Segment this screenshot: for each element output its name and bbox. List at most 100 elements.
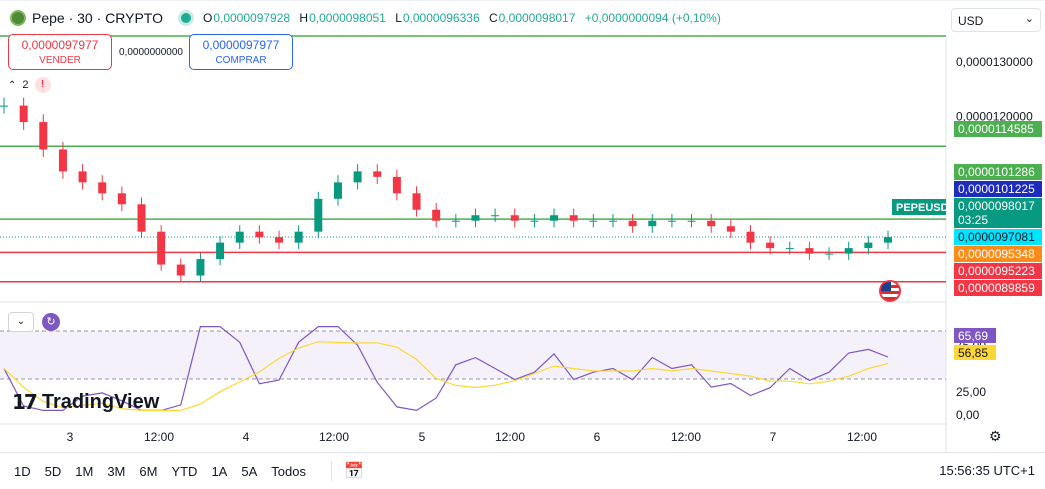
candle-body (58, 149, 67, 172)
sell-button[interactable]: 0,0000097977 VENDER (8, 34, 112, 70)
candle-body (491, 215, 500, 217)
high-value: 0,0000098051 (309, 11, 386, 25)
open-key: O (202, 11, 213, 25)
price-tag-label: 0,0000114585 (958, 122, 1034, 136)
time-tick-label: 12:00 (495, 430, 525, 444)
candle-body (530, 220, 539, 222)
timeframe-5a[interactable]: 5A (241, 463, 258, 479)
candle-body (157, 231, 166, 265)
timeframe-all[interactable]: Todos (271, 463, 306, 479)
rsi-value-tag: 65,69 (958, 329, 988, 343)
currency-select[interactable]: USD ⌄ (951, 8, 1041, 32)
change-value: +0,0000000094 (+0,10%) (584, 11, 721, 25)
chevron-down-icon[interactable]: ⌄ (8, 312, 34, 332)
candle-body (255, 231, 264, 238)
chevron-up-icon[interactable]: ⌃ (8, 79, 17, 91)
timeframe-1m[interactable]: 1M (75, 463, 94, 479)
time-tick-label: 4 (243, 430, 250, 444)
buy-label: COMPRAR (215, 55, 267, 66)
candle-body (412, 193, 421, 210)
candle-body (726, 226, 735, 232)
time-tick-label: 12:00 (847, 430, 877, 444)
timeframe-5d[interactable]: 5D (44, 463, 62, 479)
us-flag-icon[interactable] (879, 280, 901, 302)
candle-body (785, 248, 794, 250)
price-tag-label: 0,0000095348 (958, 247, 1035, 261)
price-tick-label: 0,0000130000 (956, 55, 1033, 69)
timeframe-3m[interactable]: 3M (107, 463, 126, 479)
candle-body (451, 220, 460, 222)
price-tag-label: 0,0000095223 (958, 264, 1035, 278)
price-tag-bg (954, 121, 1042, 137)
market-open-icon (180, 13, 191, 23)
price-tag-bg (954, 229, 1042, 245)
sell-price: 0,0000097977 (21, 38, 99, 52)
time-tick-label: 12:00 (144, 430, 174, 444)
indicators-toggle[interactable]: ⌃ 2 ! (8, 77, 51, 93)
price-tag-bg (954, 246, 1042, 262)
candle-body (373, 171, 382, 177)
alert-icon[interactable]: ! (34, 77, 51, 93)
symbol-header: Pepe · 30 · CRYPTO O0,0000097928 H0,0000… (0, 0, 940, 36)
candle-body (137, 204, 146, 232)
price-tag-bg (954, 280, 1042, 296)
rsi-value-tag-bg (954, 328, 996, 343)
candle-body (432, 209, 441, 221)
time-tick-label: 7 (770, 430, 777, 444)
candle-body (235, 231, 244, 243)
low-key: L (395, 11, 402, 25)
timeframe-1a[interactable]: 1A (211, 463, 228, 479)
indicator-count: 2 (22, 79, 29, 91)
timeframe-1d[interactable]: 1D (14, 463, 31, 479)
candle-body (471, 215, 480, 221)
buy-price: 0,0000097977 (202, 38, 280, 52)
candle-body (98, 182, 107, 194)
tradingview-logo[interactable]: 17 TradingView (12, 390, 159, 414)
pepe-logo-icon (10, 10, 26, 26)
buy-button[interactable]: 0,0000097977 COMPRAR (189, 34, 293, 70)
candle-body (0, 105, 8, 107)
candle-body (216, 242, 225, 260)
gear-icon[interactable]: ⚙ (989, 428, 1002, 444)
calendar-icon[interactable]: 📅 (330, 461, 364, 481)
candle-body (353, 171, 362, 183)
price-tag-bg (954, 198, 1042, 214)
price-tag-bg (954, 212, 1042, 228)
currency-value: USD (958, 14, 984, 28)
rsi-controls: ⌄ ↻ (8, 312, 60, 332)
time-tick-label: 12:00 (319, 430, 349, 444)
candle-body (864, 242, 873, 249)
price-tag-bg (954, 181, 1042, 197)
candle-body (117, 193, 126, 205)
price-tag-label: 0,0000101225 (958, 182, 1035, 196)
candle-body (196, 259, 205, 276)
candle-body (667, 220, 676, 222)
sell-label: VENDER (39, 55, 81, 66)
candle-body (78, 171, 87, 183)
candle-body (805, 248, 814, 254)
rsi-tick-label: 0,00 (956, 408, 980, 422)
price-tag-label: 03:25 (958, 213, 988, 227)
time-tick-label: 6 (594, 430, 601, 444)
timeframe-6m[interactable]: 6M (139, 463, 158, 479)
candle-body (844, 248, 853, 254)
open-value: 0,0000097928 (213, 11, 291, 25)
price-tick-label: 0,0000120000 (956, 110, 1033, 124)
candle-body (392, 176, 401, 194)
rsi-ma-tag: 56,85 (958, 346, 988, 360)
candle-body (550, 215, 559, 221)
refresh-icon[interactable]: ↻ (42, 313, 60, 331)
symbol-title[interactable]: Pepe · 30 · CRYPTO (32, 10, 163, 26)
price-tag-label: 0,0000101286 (958, 165, 1035, 179)
low-value: 0,0000096336 (402, 11, 480, 25)
clock[interactable]: 15:56:35 UTC+1 (939, 463, 1035, 478)
time-tick-label: 12:00 (671, 430, 701, 444)
price-tag-label: 0,0000097081 (958, 230, 1035, 244)
timeframe-ytd[interactable]: YTD (171, 463, 198, 479)
spread-value: 0,0000000000 (119, 47, 183, 58)
candle-body (825, 253, 834, 255)
candle-body (569, 215, 578, 221)
symbol-tag-bg (892, 199, 946, 215)
